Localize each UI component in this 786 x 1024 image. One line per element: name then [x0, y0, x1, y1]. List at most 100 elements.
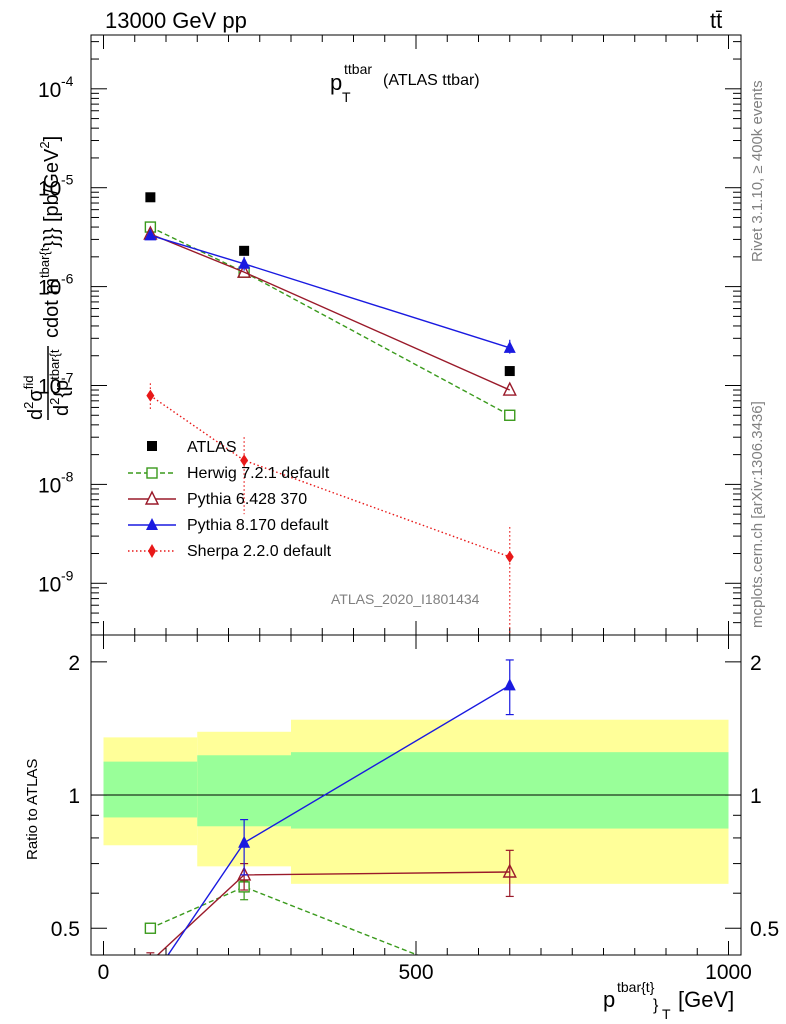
legend-item-sherpa: Sherpa 2.2.0 default — [128, 543, 332, 560]
ratio-ylabel: Ratio to ATLAS — [24, 759, 41, 860]
ytick-base: 10 — [38, 573, 61, 596]
main-ytick-label: 10 -9 — [38, 567, 74, 596]
green-band — [197, 755, 291, 827]
marker-pythia-6-428-370 — [236, 263, 252, 278]
marker-sherpa-2-2-0-default — [146, 389, 155, 402]
legend-label-atlas: ATLAS — [187, 439, 237, 456]
ratio-ytick-label-right: 2 — [750, 652, 762, 675]
ratio-ticks — [91, 635, 741, 955]
ytick-base: 10 — [38, 277, 61, 300]
ylabel-p: {p — [51, 380, 73, 398]
ytick-base: 10 — [38, 79, 61, 102]
ylabel-d1: d — [25, 409, 47, 420]
main-ytick-labels: 10-910-810-710-610-510-4 — [38, 73, 74, 596]
main-ytick-label: 10 -7 — [38, 369, 74, 398]
marker-sherpa-2-2-0-default — [240, 454, 249, 467]
marker-pythia-6-428-370 — [236, 866, 252, 881]
legend-marker-sherpa — [148, 544, 156, 558]
marker-pythia-8-170-default — [503, 678, 516, 691]
ylabel-p-sup: tbar{t — [47, 349, 62, 380]
ratio-bands — [91, 719, 741, 884]
svg-text:cdot mtbar{t}}} [pb/GeV2]: cdot mtbar{t}}} [pb/GeV2] — [37, 136, 63, 338]
analysis-id: ATLAS_2020_I1801434 — [331, 591, 480, 607]
ratio-series-pythia-8-170-default — [144, 659, 516, 986]
legend-marker-herwig — [146, 467, 158, 479]
xlabel: p tbar{t} } T [GeV] — [603, 979, 734, 1022]
ratio-series-group — [144, 659, 517, 996]
ytick-exp: -7 — [61, 369, 74, 385]
ytick-exp: -9 — [61, 567, 74, 583]
ratio-panel: 0.5 0.5 1 1 2 2 0 500 1000 Ratio to ATLAS p tba… — [24, 634, 779, 1022]
legend-item-pythia8: Pythia 8.170 default — [128, 517, 329, 534]
marker-sherpa-2-2-0-default — [505, 550, 514, 563]
title-sup: ttbar — [344, 61, 372, 77]
legend-item-atlas: ATLAS — [147, 439, 237, 456]
marker-pythia-8-170-default — [144, 228, 157, 241]
main-ylabel: d2σfid d2{ptbar{t cdot mtbar{t}}} [pb/Ge… — [21, 136, 73, 420]
marker-pythia-6-428-370 — [502, 381, 517, 396]
ylabel-denom: d — [51, 405, 73, 416]
main-ytick-label: 10 -6 — [38, 271, 74, 300]
ylabel-sup1: 2 — [21, 402, 36, 409]
legend-label-pythia8: Pythia 8.170 default — [187, 517, 329, 534]
legend-marker-pythia6 — [144, 490, 160, 505]
svg-text:d2σfid: d2σfid — [21, 376, 47, 420]
main-series-pythia-6-428-370 — [143, 225, 517, 396]
marker-pythia-8-170-default — [144, 974, 156, 986]
ratio-ytick-label-right: 1 — [750, 785, 762, 808]
ytick-base: 10 — [38, 178, 61, 201]
main-series — [143, 192, 517, 635]
title-rest: (ATLAS ttbar) — [383, 72, 480, 89]
svg-text:p: p — [603, 987, 615, 1012]
ylabel-denom-sup: 2 — [47, 398, 62, 405]
ratio-series — [144, 659, 517, 996]
xlabel-sub2: T — [662, 1006, 671, 1022]
particle-label: tt̄ — [710, 8, 722, 33]
green-band — [291, 752, 729, 829]
legend-label-pythia6: Pythia 6.428 370 — [187, 491, 307, 508]
main-series-herwig-7-2-1-default — [144, 221, 516, 421]
marker-atlas — [239, 245, 250, 256]
main-ytick-label: 10 -8 — [38, 468, 74, 497]
series-line — [156, 871, 510, 955]
marker-pythia-6-428-370 — [149, 953, 152, 955]
xlabel-sub: } — [653, 997, 659, 1014]
ylabel-unit-sup: 2 — [37, 141, 52, 148]
ratio-ytick-labels: 0.5 0.5 1 1 2 2 — [51, 652, 779, 941]
ratio-ytick-label-left: 0.5 — [51, 918, 80, 941]
ytick-exp: -5 — [61, 172, 74, 188]
series-line — [150, 234, 510, 349]
svg-text:d2{ptbar{t: d2{ptbar{t — [47, 349, 73, 416]
title-sub: T — [342, 89, 351, 105]
legend-label-sherpa: Sherpa 2.2.0 default — [187, 543, 332, 560]
ratio-ytick-label-right: 0.5 — [750, 918, 779, 941]
xlabel-sup: tbar{t} — [617, 979, 655, 995]
main-ytick-label: 10 -5 — [38, 172, 74, 201]
title-main: p — [330, 70, 342, 95]
marker-herwig-7-2-1-default — [504, 409, 516, 421]
legend-marker-pythia8 — [146, 518, 158, 530]
ratio-xtick-label: 500 — [398, 961, 433, 984]
main-series-atlas — [145, 192, 515, 377]
ratio-ytick-label-left: 2 — [68, 652, 80, 675]
ytick-base: 10 — [38, 375, 61, 398]
ytick-base: 10 — [38, 474, 61, 497]
ylabel-m-sup: tbar{t — [37, 247, 52, 278]
legend: ATLAS Herwig 7.2.1 default Pythia 6.428 … — [128, 439, 332, 560]
green-band — [103, 761, 198, 818]
series-line — [150, 886, 420, 955]
xlabel-main: p — [603, 987, 615, 1012]
marker-atlas — [145, 192, 156, 203]
legend-marker-atlas — [147, 441, 157, 451]
marker-pythia-8-170-default — [238, 835, 251, 848]
ytick-exp: -8 — [61, 468, 74, 484]
series-line — [150, 233, 511, 391]
marker-herwig-7-2-1-default — [505, 986, 515, 996]
plot-title: p — [330, 70, 342, 95]
ratio-xtick-label: 0 — [98, 961, 110, 984]
ytick-exp: -4 — [61, 73, 74, 89]
xlabel-unit: [GeV] — [678, 987, 734, 1012]
process-label: 13000 GeV pp — [105, 8, 247, 33]
ytick-exp: -6 — [61, 271, 74, 287]
